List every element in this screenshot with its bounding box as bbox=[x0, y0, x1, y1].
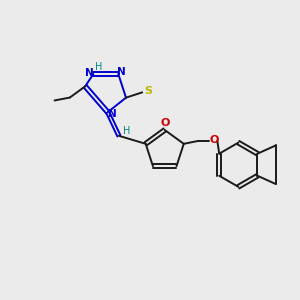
Text: N: N bbox=[85, 68, 94, 78]
Text: H: H bbox=[123, 126, 131, 136]
Text: N: N bbox=[108, 109, 116, 119]
Text: N: N bbox=[118, 68, 126, 77]
Text: S: S bbox=[144, 86, 152, 96]
Text: H: H bbox=[95, 61, 102, 72]
Text: O: O bbox=[160, 118, 170, 128]
Text: O: O bbox=[210, 135, 219, 145]
